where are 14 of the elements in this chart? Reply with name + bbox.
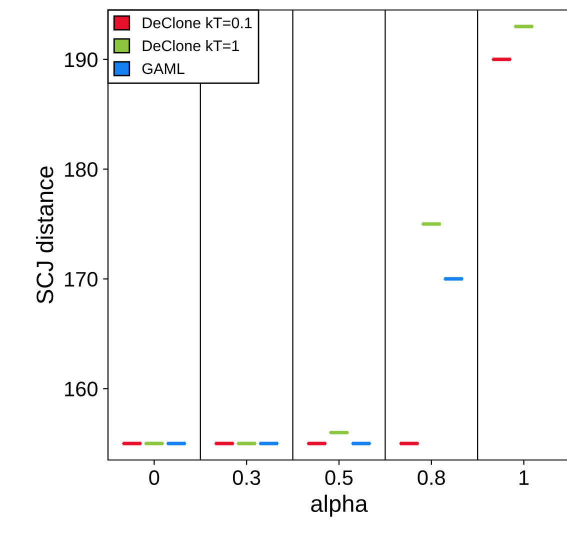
x-tick-label: 0: [149, 470, 160, 486]
x-axis-title: alpha: [311, 494, 368, 517]
legend-label: DeClone kT=0.1: [142, 17, 252, 28]
y-tick-label: 170: [65, 272, 98, 287]
legend-label: GAML: [142, 63, 184, 74]
y-tick-label: 180: [65, 162, 98, 177]
y-axis-title: SCJ distance: [36, 166, 54, 304]
x-tick-label: 0.5: [325, 470, 353, 486]
y-tick-label: 190: [65, 52, 98, 68]
x-tick-label: 1: [520, 470, 529, 485]
x-tick-label: 0.3: [232, 470, 260, 486]
legend-label: DeClone kT=1: [142, 40, 239, 52]
y-tick-label: 160: [65, 382, 98, 396]
x-tick-label: 0.8: [418, 470, 445, 486]
